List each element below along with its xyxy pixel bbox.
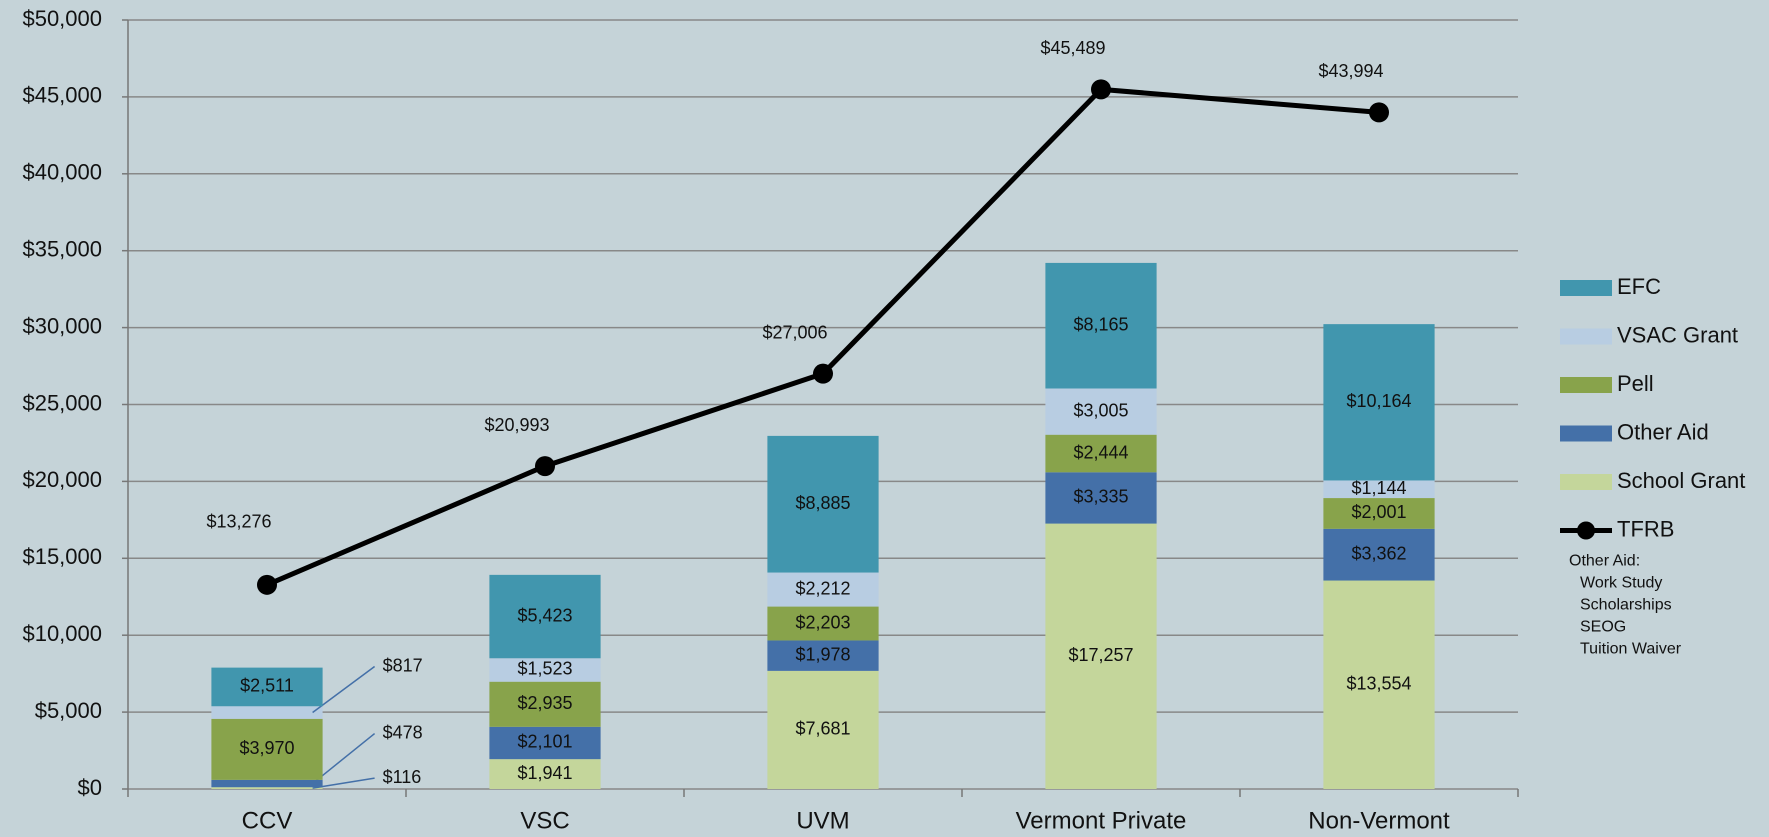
y-tick-label: $40,000 <box>22 160 102 185</box>
bar-segment <box>1045 262 1157 389</box>
value-label: $2,212 <box>795 578 850 598</box>
bar-segment <box>1323 324 1435 481</box>
x-tick-label: Non-Vermont <box>1308 807 1450 834</box>
bar-segment <box>489 681 601 727</box>
x-tick-label: UVM <box>796 807 849 834</box>
legend-label: Other Aid <box>1617 419 1709 444</box>
bar-segment <box>1323 528 1435 581</box>
value-label: $1,941 <box>517 763 572 783</box>
value-label: $3,335 <box>1073 487 1128 507</box>
value-label: $8,165 <box>1073 314 1128 334</box>
bar-segment <box>489 574 601 659</box>
value-label: $2,444 <box>1073 442 1128 462</box>
bar-segment <box>1323 480 1435 499</box>
legend-note: Other Aid: <box>1569 553 1640 570</box>
legend-swatch <box>1560 474 1612 490</box>
legend-marker <box>1577 521 1595 540</box>
legend-swatch <box>1560 328 1612 345</box>
line-value-label: $20,993 <box>484 415 549 435</box>
bar-segment <box>489 658 601 682</box>
value-label: $116 <box>383 767 422 787</box>
legend-label: Pell <box>1617 371 1654 396</box>
legend-label: TFRB <box>1617 516 1674 541</box>
line-value-label: $27,006 <box>762 322 827 342</box>
value-label: $8,885 <box>795 493 850 513</box>
bar-segment <box>1045 523 1157 789</box>
value-label: $1,978 <box>795 644 850 664</box>
bar-segment <box>489 726 601 760</box>
line-value-label: $43,994 <box>1318 61 1383 81</box>
bar-segment <box>767 435 879 573</box>
line-point <box>257 574 277 595</box>
legend-note: Tuition Waiver <box>1580 641 1682 658</box>
value-label: $2,203 <box>795 612 850 632</box>
legend-label: EFC <box>1617 274 1661 299</box>
bar-segment <box>211 718 323 780</box>
legend-note: SEOG <box>1580 619 1626 636</box>
leader-line <box>312 732 376 785</box>
line-point <box>1369 102 1389 123</box>
value-label: $3,005 <box>1073 400 1128 420</box>
y-tick-label: $5,000 <box>35 698 102 723</box>
y-tick-label: $45,000 <box>22 83 102 108</box>
value-label: $2,935 <box>517 693 572 713</box>
bar-segment <box>767 606 879 641</box>
value-label: $10,164 <box>1346 391 1411 411</box>
line-point <box>1091 79 1111 100</box>
bar-segment <box>1045 472 1157 524</box>
value-label: $478 <box>383 722 423 742</box>
legend-label: VSAC Grant <box>1617 322 1738 347</box>
value-label: $1,523 <box>517 659 572 679</box>
value-label: $817 <box>383 655 423 675</box>
value-label: $5,423 <box>517 605 572 625</box>
y-tick-label: $35,000 <box>22 237 102 262</box>
value-label: $2,511 <box>240 676 294 696</box>
value-label: $2,001 <box>1351 502 1406 522</box>
value-label: $2,101 <box>517 732 572 752</box>
value-label: $3,970 <box>239 738 294 758</box>
value-label: $3,362 <box>1351 543 1406 563</box>
value-label: $7,681 <box>795 719 850 739</box>
bar-segment <box>211 779 323 788</box>
x-tick-label: VSC <box>520 807 569 834</box>
line-point <box>813 363 833 384</box>
legend-swatch <box>1560 280 1612 296</box>
x-tick-label: CCV <box>242 807 293 834</box>
value-label: $13,554 <box>1346 674 1411 694</box>
y-tick-label: $30,000 <box>22 313 102 338</box>
x-tick-label: Vermont Private <box>1016 807 1187 834</box>
leader-line <box>312 665 376 714</box>
bar-segment <box>1045 434 1157 473</box>
bar-segment <box>1323 580 1435 789</box>
bar-segment <box>211 706 323 719</box>
legend-note: Scholarships <box>1580 597 1672 614</box>
bar-segment <box>767 572 879 607</box>
bar-segment <box>211 667 323 707</box>
line-value-label: $45,489 <box>1040 38 1105 58</box>
line-value-label: $13,276 <box>206 512 271 532</box>
legend-note: Work Study <box>1580 575 1662 592</box>
bar-segment <box>767 670 879 789</box>
bar-segment <box>1323 498 1435 529</box>
value-label: $17,257 <box>1068 645 1133 665</box>
bar-segment <box>489 759 601 789</box>
bar-segment <box>767 640 879 671</box>
y-tick-label: $15,000 <box>22 544 102 569</box>
leader-line <box>312 777 375 789</box>
legend-swatch <box>1560 425 1612 442</box>
bar-segment <box>1045 388 1157 435</box>
y-tick-label: $0 <box>78 775 102 800</box>
y-tick-label: $10,000 <box>22 621 102 646</box>
line-point <box>535 456 555 477</box>
y-tick-label: $20,000 <box>22 467 102 492</box>
value-label: $1,144 <box>1351 478 1406 498</box>
y-tick-label: $25,000 <box>22 390 102 415</box>
legend-label: School Grant <box>1617 468 1745 493</box>
bar-segment <box>211 787 323 789</box>
legend-swatch <box>1560 377 1612 393</box>
y-tick-label: $50,000 <box>22 6 102 31</box>
